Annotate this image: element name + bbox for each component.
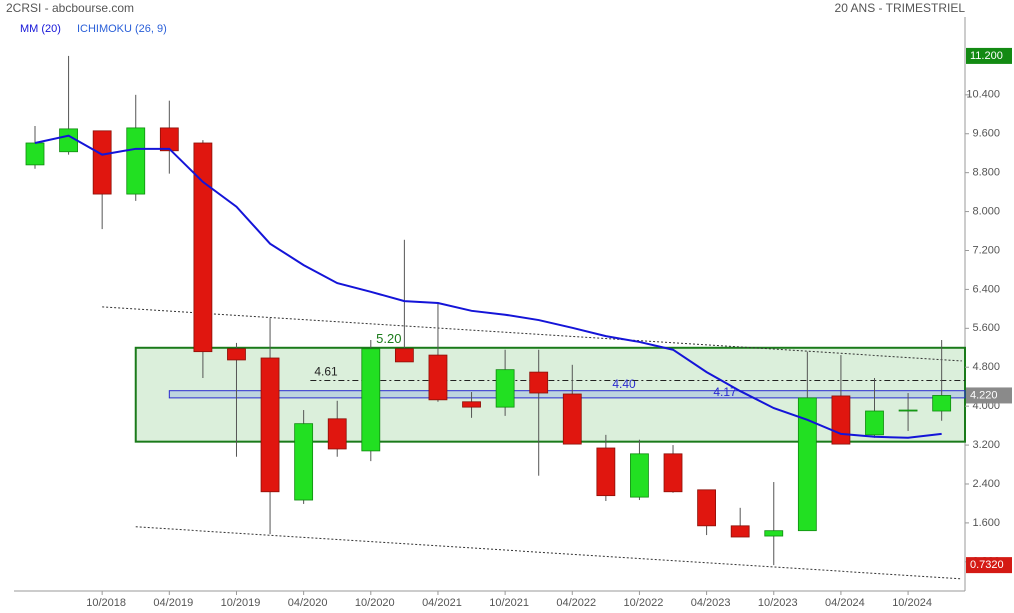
y-tick-label: 10.400	[966, 89, 1000, 101]
candle-body	[227, 348, 246, 361]
candle-body	[797, 397, 817, 532]
legend-entry: ICHIMOKU (26, 9)	[77, 23, 167, 35]
candle-body	[730, 525, 750, 538]
candle-body	[831, 395, 851, 445]
x-tick-label: 04/2021	[422, 597, 462, 609]
x-tick-label: 10/2020	[355, 597, 395, 609]
candle-body	[428, 354, 448, 401]
x-tick-label: 10/2022	[624, 597, 664, 609]
zone-label: 5.20	[376, 331, 401, 346]
y-tick-label: 9.600	[972, 128, 1000, 140]
candle-body	[630, 453, 649, 498]
y-tick-label: 7.200	[972, 244, 1000, 256]
candle-body	[697, 489, 716, 527]
band-top-label: 4.40	[612, 377, 636, 391]
price-marker-label: 11.200	[970, 50, 1003, 62]
candle-body	[294, 423, 314, 501]
x-tick-label: 04/2022	[556, 597, 596, 609]
candle-body	[25, 142, 45, 166]
y-tick-label: 8.000	[972, 205, 1000, 217]
x-tick-label: 04/2023	[691, 597, 731, 609]
trendline	[135, 526, 962, 580]
price-marker	[966, 47, 1012, 64]
band-bottom-label: 4.17	[713, 385, 737, 399]
moving-average	[34, 134, 942, 439]
y-tick-label: 8.800	[972, 167, 1000, 179]
candle-body	[764, 530, 784, 537]
x-tick-label: 04/2020	[288, 597, 328, 609]
candle-body	[327, 418, 347, 450]
candle-body	[529, 371, 549, 394]
candle-body	[126, 127, 146, 195]
y-tick-label: 6.400	[972, 283, 1000, 295]
y-tick-label: 3.200	[972, 439, 1000, 451]
trendline	[102, 306, 962, 362]
candle-body	[92, 130, 112, 195]
price-marker	[966, 557, 1012, 574]
price-marker	[966, 387, 1012, 404]
x-tick-label: 10/2023	[758, 597, 798, 609]
x-tick-label: 10/2019	[221, 597, 261, 609]
legend-entry: MM (20)	[20, 23, 61, 35]
candle-body	[361, 348, 381, 452]
x-tick-label: 10/2024	[892, 597, 932, 609]
candle-body	[394, 348, 414, 363]
x-tick-label: 10/2021	[489, 597, 529, 609]
y-tick-label: 4.800	[972, 361, 1000, 373]
candle-body	[663, 453, 683, 493]
candle-body	[462, 401, 481, 408]
candle-body	[898, 409, 918, 412]
y-tick-label: 5.600	[972, 322, 1000, 334]
candle-body	[260, 357, 280, 493]
x-tick-label: 04/2019	[153, 597, 193, 609]
candle-body	[865, 410, 884, 436]
candle-body	[596, 447, 616, 497]
candle-body	[159, 127, 179, 152]
price-marker-label: 0.7320	[970, 559, 1004, 571]
price-marker-label: 4.220	[970, 389, 998, 401]
chart-subtitle: 20 ANS - TRIMESTRIEL	[835, 1, 966, 15]
candle-body	[562, 393, 582, 445]
level-label: 4.61	[314, 365, 338, 379]
y-tick-label: 1.600	[972, 517, 1000, 529]
candle-body	[932, 395, 952, 412]
y-tick-label: 2.400	[972, 478, 1000, 490]
chart-title: 2CRSI - abcbourse.com	[6, 1, 134, 15]
candle-body	[495, 369, 515, 408]
x-tick-label: 04/2024	[825, 597, 865, 609]
candle-body	[193, 142, 213, 353]
x-tick-label: 10/2018	[86, 597, 126, 609]
